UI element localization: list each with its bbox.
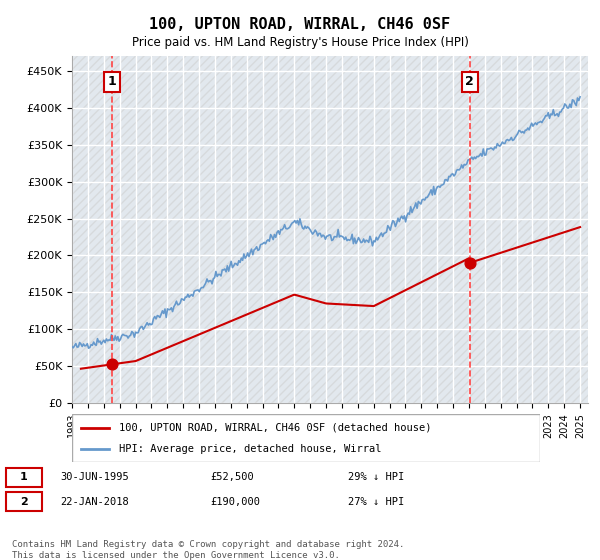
Text: 29% ↓ HPI: 29% ↓ HPI <box>348 472 404 482</box>
Text: 22-JAN-2018: 22-JAN-2018 <box>60 497 129 507</box>
Text: 100, UPTON ROAD, WIRRAL, CH46 0SF (detached house): 100, UPTON ROAD, WIRRAL, CH46 0SF (detac… <box>119 423 431 433</box>
Text: £52,500: £52,500 <box>210 472 254 482</box>
Text: Price paid vs. HM Land Registry's House Price Index (HPI): Price paid vs. HM Land Registry's House … <box>131 36 469 49</box>
Text: HPI: Average price, detached house, Wirral: HPI: Average price, detached house, Wirr… <box>119 444 382 454</box>
Point <box>107 360 116 369</box>
FancyBboxPatch shape <box>6 468 42 487</box>
FancyBboxPatch shape <box>6 492 42 511</box>
Text: 2: 2 <box>20 497 28 507</box>
FancyBboxPatch shape <box>72 414 540 462</box>
Text: 100, UPTON ROAD, WIRRAL, CH46 0SF: 100, UPTON ROAD, WIRRAL, CH46 0SF <box>149 17 451 32</box>
Text: Contains HM Land Registry data © Crown copyright and database right 2024.
This d: Contains HM Land Registry data © Crown c… <box>12 540 404 560</box>
Text: 30-JUN-1995: 30-JUN-1995 <box>60 472 129 482</box>
Text: 1: 1 <box>107 76 116 88</box>
Text: 2: 2 <box>466 76 474 88</box>
Text: £190,000: £190,000 <box>210 497 260 507</box>
Text: 1: 1 <box>20 472 28 482</box>
Text: 27% ↓ HPI: 27% ↓ HPI <box>348 497 404 507</box>
Point <box>465 258 475 267</box>
